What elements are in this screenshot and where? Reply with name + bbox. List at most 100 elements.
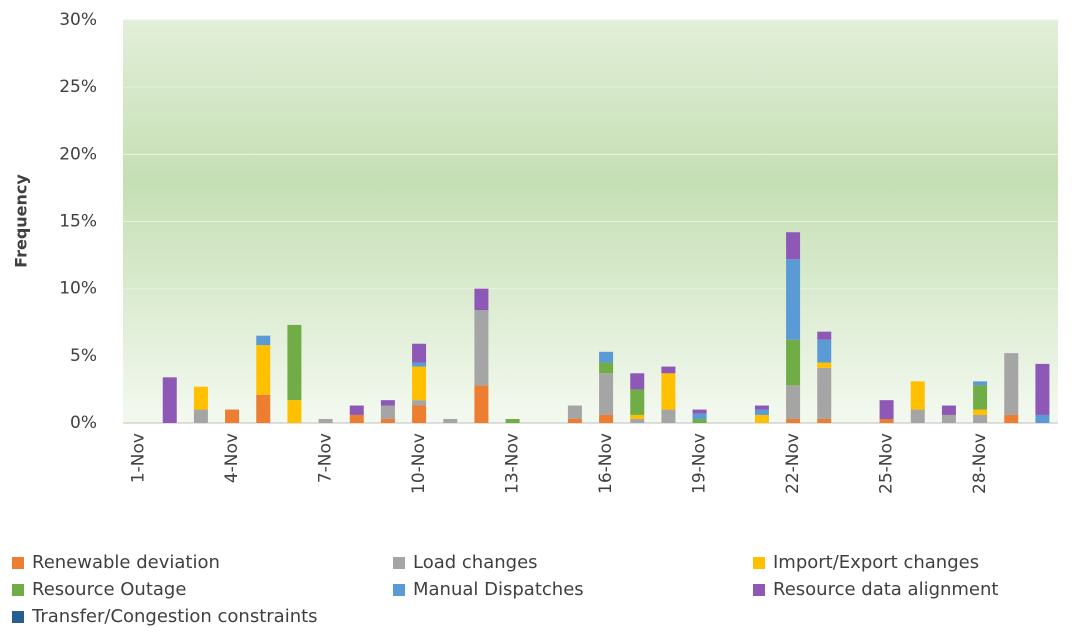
bar-segment bbox=[661, 409, 676, 423]
bar-segment bbox=[193, 386, 208, 410]
bar-segment bbox=[692, 409, 707, 414]
legend-swatch bbox=[12, 557, 24, 569]
bar-segment bbox=[1004, 353, 1019, 415]
legend-label: Resource data alignment bbox=[773, 579, 998, 600]
bar-segment bbox=[318, 418, 333, 423]
bar-segment bbox=[1004, 414, 1019, 423]
y-tick-label: 15% bbox=[59, 212, 97, 232]
bar-segment bbox=[225, 409, 240, 423]
bar-segment bbox=[412, 405, 427, 423]
y-tick-label: 25% bbox=[59, 77, 97, 97]
bar-segment bbox=[630, 389, 645, 415]
bar-segment bbox=[630, 414, 645, 419]
legend-label: Manual Dispatches bbox=[413, 579, 584, 600]
bar-segment bbox=[443, 418, 458, 423]
bar-segment bbox=[256, 345, 271, 395]
bar-segment bbox=[567, 405, 582, 419]
bar-segment bbox=[941, 414, 956, 423]
legend-label: Transfer/Congestion constraints bbox=[31, 606, 318, 627]
bar-segment bbox=[599, 362, 614, 374]
bar-segment bbox=[661, 373, 676, 410]
x-tick-label: 16-Nov bbox=[596, 433, 616, 494]
bar-segment bbox=[256, 335, 271, 346]
y-tick-label: 5% bbox=[70, 346, 97, 366]
bar-segment bbox=[910, 409, 925, 423]
bar-segment bbox=[879, 418, 894, 423]
bar-segment bbox=[412, 366, 427, 401]
bar-segment bbox=[505, 418, 520, 423]
x-tick-label: 19-Nov bbox=[690, 433, 710, 494]
y-axis-label: Frequency bbox=[12, 174, 31, 268]
bar-segment bbox=[973, 409, 988, 415]
legend-swatch bbox=[12, 611, 24, 623]
bar-segment bbox=[754, 405, 769, 410]
bar-segment bbox=[879, 400, 894, 419]
bar-segment bbox=[973, 385, 988, 410]
bar-segment bbox=[567, 418, 582, 423]
bar-segment bbox=[817, 418, 832, 423]
bar-segment bbox=[287, 400, 302, 423]
bar-segment bbox=[162, 377, 177, 423]
legend-label: Import/Export changes bbox=[773, 552, 979, 573]
bar-segment bbox=[630, 373, 645, 390]
bar-segment bbox=[754, 409, 769, 415]
bar-segment bbox=[973, 381, 988, 386]
y-tick-label: 10% bbox=[59, 279, 97, 299]
bar-segment bbox=[754, 414, 769, 423]
bar-segment bbox=[661, 366, 676, 374]
bar-segment bbox=[817, 339, 832, 363]
bar-segment bbox=[287, 324, 302, 401]
legend-swatch bbox=[753, 584, 765, 596]
legend-label: Renewable deviation bbox=[32, 552, 220, 573]
bar-segment bbox=[786, 259, 801, 340]
bar-segment bbox=[474, 310, 489, 386]
bar-segment bbox=[692, 413, 707, 419]
bar-segment bbox=[380, 405, 395, 419]
bar-segment bbox=[1035, 414, 1050, 423]
bar-segment bbox=[973, 414, 988, 423]
bar-segment bbox=[599, 414, 614, 423]
bar-segment bbox=[817, 367, 832, 419]
bar-segment bbox=[786, 418, 801, 423]
x-tick-label: 10-Nov bbox=[409, 433, 429, 494]
bar-segment bbox=[349, 414, 364, 423]
legend-swatch bbox=[393, 557, 405, 569]
bar-segment bbox=[474, 288, 489, 311]
bar-segment bbox=[380, 418, 395, 423]
bar-segment bbox=[910, 381, 925, 410]
bar-segment bbox=[349, 405, 364, 415]
bar-segment bbox=[599, 373, 614, 415]
y-tick-label: 0% bbox=[70, 413, 97, 433]
bar-segment bbox=[193, 409, 208, 423]
bar-segment bbox=[692, 418, 707, 423]
bar-segment bbox=[817, 362, 832, 368]
bar-segment bbox=[412, 362, 427, 367]
x-tick-label: 4-Nov bbox=[222, 433, 242, 483]
x-tick-label: 22-Nov bbox=[783, 433, 803, 494]
bar-segment bbox=[599, 351, 614, 363]
bar-segment bbox=[941, 405, 956, 415]
bar-segment bbox=[412, 343, 427, 363]
bar-segment bbox=[786, 339, 801, 386]
bar-segment bbox=[630, 418, 645, 423]
legend-swatch bbox=[393, 584, 405, 596]
bar-segment bbox=[474, 385, 489, 423]
bar-segment bbox=[256, 394, 271, 423]
legend-label: Load changes bbox=[413, 552, 538, 573]
x-tick-label: 1-Nov bbox=[129, 433, 149, 483]
bar-segment bbox=[412, 400, 427, 406]
x-tick-label: 25-Nov bbox=[877, 433, 897, 494]
bar-segment bbox=[1035, 363, 1050, 415]
bar-segment bbox=[380, 400, 395, 406]
x-tick-label: 13-Nov bbox=[503, 433, 523, 494]
bar-segment bbox=[786, 385, 801, 419]
bar-segment bbox=[786, 232, 801, 260]
x-tick-label: 7-Nov bbox=[316, 433, 336, 483]
y-tick-label: 20% bbox=[59, 144, 97, 164]
legend-label: Resource Outage bbox=[32, 579, 186, 600]
legend-swatch bbox=[12, 584, 24, 596]
y-tick-label: 30% bbox=[59, 10, 97, 30]
bar-segment bbox=[817, 331, 832, 340]
x-tick-label: 28-Nov bbox=[970, 433, 990, 494]
